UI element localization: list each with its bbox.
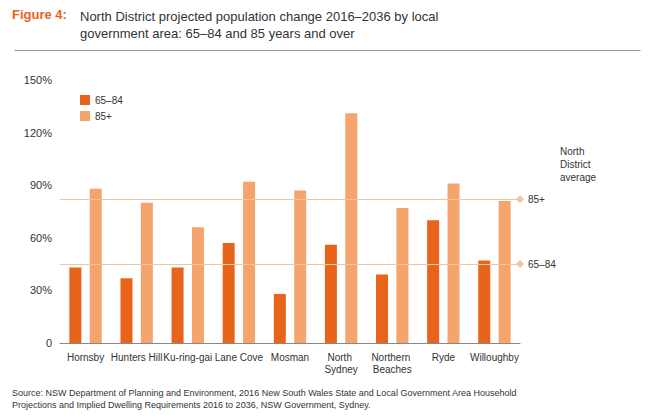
svg-text:Ku-ring-gai: Ku-ring-gai bbox=[163, 352, 212, 363]
svg-text:30%: 30% bbox=[30, 284, 52, 296]
svg-text:Lane Cove: Lane Cove bbox=[215, 352, 264, 363]
svg-text:85+: 85+ bbox=[95, 111, 112, 122]
svg-text:Sydney: Sydney bbox=[324, 364, 357, 375]
svg-text:North: North bbox=[560, 146, 587, 157]
svg-text:Beaches: Beaches bbox=[373, 364, 412, 375]
svg-text:North District projected popul: North District projected population chan… bbox=[80, 9, 442, 24]
svg-text:90%: 90% bbox=[30, 179, 52, 191]
svg-text:Source: NSW Department of Plan: Source: NSW Department of Planning and E… bbox=[12, 388, 519, 398]
svg-text:Figure 4:: Figure 4: bbox=[12, 7, 67, 22]
svg-text:Mosman: Mosman bbox=[271, 352, 309, 363]
svg-text:government area: 65–84 and 85: government area: 65–84 and 85 years and … bbox=[80, 26, 355, 41]
svg-text:Willoughby: Willoughby bbox=[470, 352, 519, 363]
svg-text:North: North bbox=[327, 352, 354, 363]
svg-text:65–84: 65–84 bbox=[528, 259, 556, 270]
svg-text:150%: 150% bbox=[24, 74, 52, 86]
svg-text:0: 0 bbox=[46, 337, 52, 349]
svg-text:Hornsby: Hornsby bbox=[67, 352, 104, 363]
svg-text:Northern: Northern bbox=[371, 352, 413, 363]
svg-text:average: average bbox=[560, 172, 597, 183]
svg-text:120%: 120% bbox=[24, 127, 52, 139]
svg-text:85+: 85+ bbox=[528, 194, 545, 205]
svg-text:Projections and Implied Dwelli: Projections and Implied Dwelling Require… bbox=[12, 400, 371, 410]
svg-text:District: District bbox=[560, 159, 593, 170]
svg-text:Ryde: Ryde bbox=[432, 352, 456, 363]
svg-text:60%: 60% bbox=[30, 232, 52, 244]
svg-text:Hunters Hill: Hunters Hill bbox=[111, 352, 163, 363]
svg-text:65–84: 65–84 bbox=[95, 95, 123, 106]
